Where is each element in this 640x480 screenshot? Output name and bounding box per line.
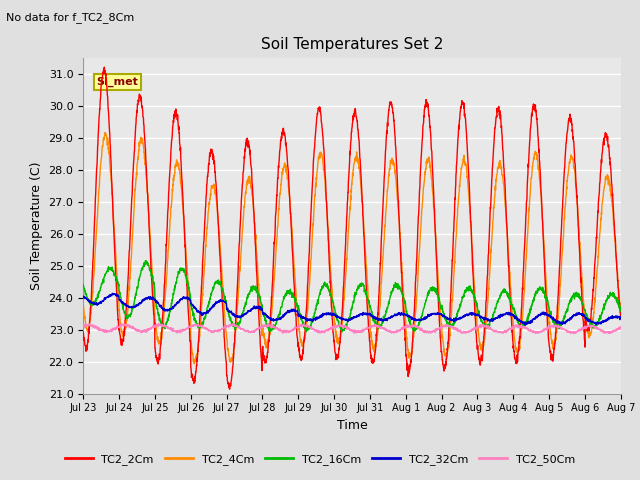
Title: Soil Temperatures Set 2: Soil Temperatures Set 2 (261, 37, 443, 52)
Legend: TC2_2Cm, TC2_4Cm, TC2_16Cm, TC2_32Cm, TC2_50Cm: TC2_2Cm, TC2_4Cm, TC2_16Cm, TC2_32Cm, TC… (60, 450, 580, 469)
Y-axis label: Soil Temperature (C): Soil Temperature (C) (30, 161, 43, 290)
Text: SI_met: SI_met (97, 76, 138, 87)
X-axis label: Time: Time (337, 419, 367, 432)
Text: No data for f_TC2_8Cm: No data for f_TC2_8Cm (6, 12, 134, 23)
